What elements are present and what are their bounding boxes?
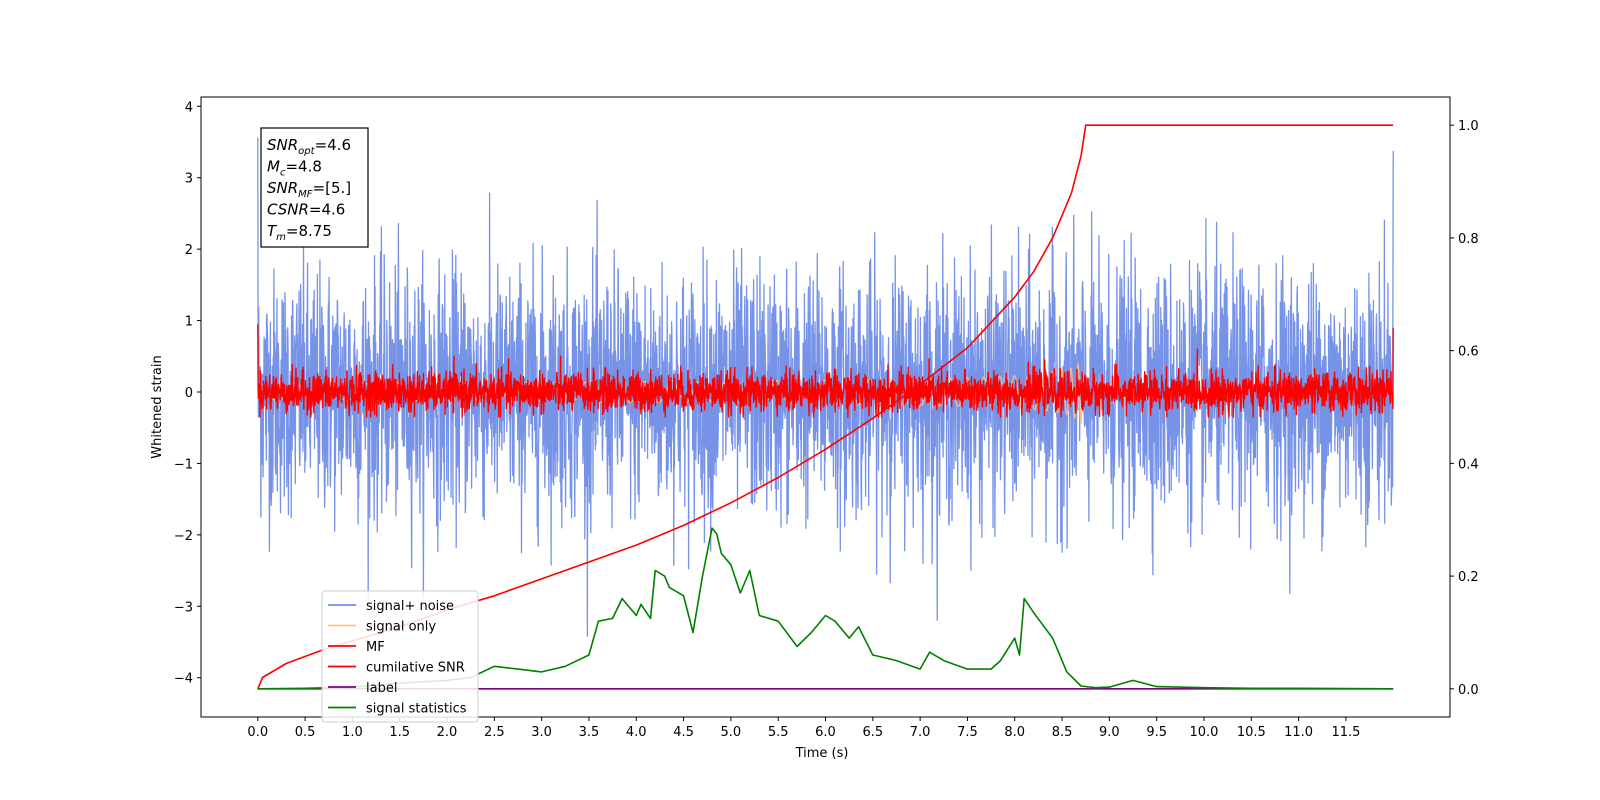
- annotation-line: Tm=8.75: [267, 222, 332, 243]
- x-tick-label: 7.0: [910, 725, 931, 740]
- x-tick-label: 9.0: [1099, 725, 1120, 740]
- y-tick-label: 4: [185, 100, 193, 115]
- x-tick-label: 7.5: [957, 725, 978, 740]
- x-tick-label: 8.5: [1052, 725, 1073, 740]
- y-axis-label: Whitened strain: [150, 355, 165, 458]
- annotation-value: =4.6: [315, 136, 351, 154]
- series-line-mf: [257, 324, 1394, 418]
- y-tick-label: 2: [185, 243, 193, 258]
- legend-entry: signal only: [366, 620, 436, 635]
- stats-annotation-box: SNRopt=4.6Mc=4.8SNRMF=[5.]CSNR=4.6Tm=8.7…: [260, 127, 369, 248]
- x-axis: 0.0 0.5 1.0 1.5 2.0 2.5 3.0 3.5 4.0 4.5 5.0 5.5 6.0 6…: [247, 717, 1360, 740]
- x-tick-label: 4.5: [673, 725, 694, 740]
- y-tick-label: 1: [185, 315, 193, 330]
- annotation-var: SNR: [267, 136, 298, 154]
- annotation-value: =4.8: [285, 158, 321, 176]
- annotation-value: =4.6: [309, 201, 345, 219]
- x-axis-label: Time (s): [795, 746, 849, 761]
- annotation-sub: MF: [298, 189, 313, 200]
- annotation-line: Mc=4.8: [267, 158, 322, 179]
- x-tick-label: 5.5: [768, 725, 789, 740]
- y-tick-label: 0: [185, 386, 193, 401]
- x-tick-label: 3.5: [579, 725, 600, 740]
- series-line-signal-statistics: [257, 527, 1394, 690]
- x-tick-label: 8.0: [1004, 725, 1025, 740]
- y2-tick-label: 0.4: [1458, 457, 1479, 472]
- annotation-var: CSNR: [267, 201, 309, 219]
- y2-tick-label: 0.2: [1458, 570, 1479, 585]
- x-tick-label: 1.0: [342, 725, 363, 740]
- annotation-line: SNRopt=4.6: [267, 136, 351, 157]
- x-tick-label: 1.5: [389, 725, 410, 740]
- annotation-var: M: [267, 158, 280, 176]
- annotation-sub: c: [280, 168, 286, 179]
- series-line-signal-noise: [257, 137, 1394, 637]
- y-axis-left: 4 3 2 1 0 −1 −2 −3 −4: [174, 100, 201, 687]
- x-tick-label: 5.0: [721, 725, 742, 740]
- x-tick-label: 0.5: [295, 725, 316, 740]
- x-tick-label: 6.5: [862, 725, 883, 740]
- annotation-sub: m: [276, 232, 286, 243]
- y-tick-label: −3: [174, 600, 193, 615]
- legend-entry: signal statistics: [366, 702, 467, 717]
- annotation-var: T: [267, 222, 278, 240]
- annotation-line: SNRMF=[5.]: [267, 179, 351, 200]
- x-tick-label: 9.5: [1146, 725, 1167, 740]
- x-tick-label: 11.5: [1331, 725, 1360, 740]
- x-tick-label: 2.5: [484, 725, 505, 740]
- x-tick-label: 10.5: [1237, 725, 1266, 740]
- annotation-value: =8.75: [286, 222, 332, 240]
- legend-frame: [321, 590, 479, 723]
- y-axis-right: 1.0 0.8 0.6 0.4 0.2 0.0: [1450, 119, 1479, 698]
- y-tick-label: −2: [174, 529, 193, 544]
- x-tick-label: 4.0: [626, 725, 647, 740]
- y-tick-label: 3: [185, 172, 193, 187]
- x-tick-label: 6.0: [815, 725, 836, 740]
- x-tick-label: 11.0: [1284, 725, 1313, 740]
- legend-entry: signal+ noise: [366, 599, 454, 614]
- legend-entry: MF: [366, 640, 385, 655]
- legend-entry: cumilative SNR: [366, 661, 465, 676]
- x-tick-label: 0.0: [247, 725, 268, 740]
- x-tick-label: 2.0: [437, 725, 458, 740]
- y2-tick-label: 0.0: [1458, 683, 1479, 698]
- legend-entry: label: [366, 681, 397, 696]
- annotation-line: CSNR=4.6: [267, 201, 345, 219]
- y2-tick-label: 1.0: [1458, 119, 1479, 134]
- legend: signal+ noise signal only MF cumilative SNR…: [321, 590, 479, 723]
- annotation-value: =[5.]: [313, 179, 352, 197]
- y-tick-label: −4: [174, 672, 193, 687]
- x-tick-label: 3.0: [531, 725, 552, 740]
- annotation-var: SNR: [267, 179, 298, 197]
- annotation-frame: [260, 127, 369, 248]
- x-tick-label: 10.0: [1190, 725, 1219, 740]
- annotation-sub: opt: [298, 146, 315, 157]
- y-tick-label: −1: [174, 457, 193, 472]
- y2-tick-label: 0.8: [1458, 232, 1479, 247]
- y2-tick-label: 0.6: [1458, 345, 1479, 360]
